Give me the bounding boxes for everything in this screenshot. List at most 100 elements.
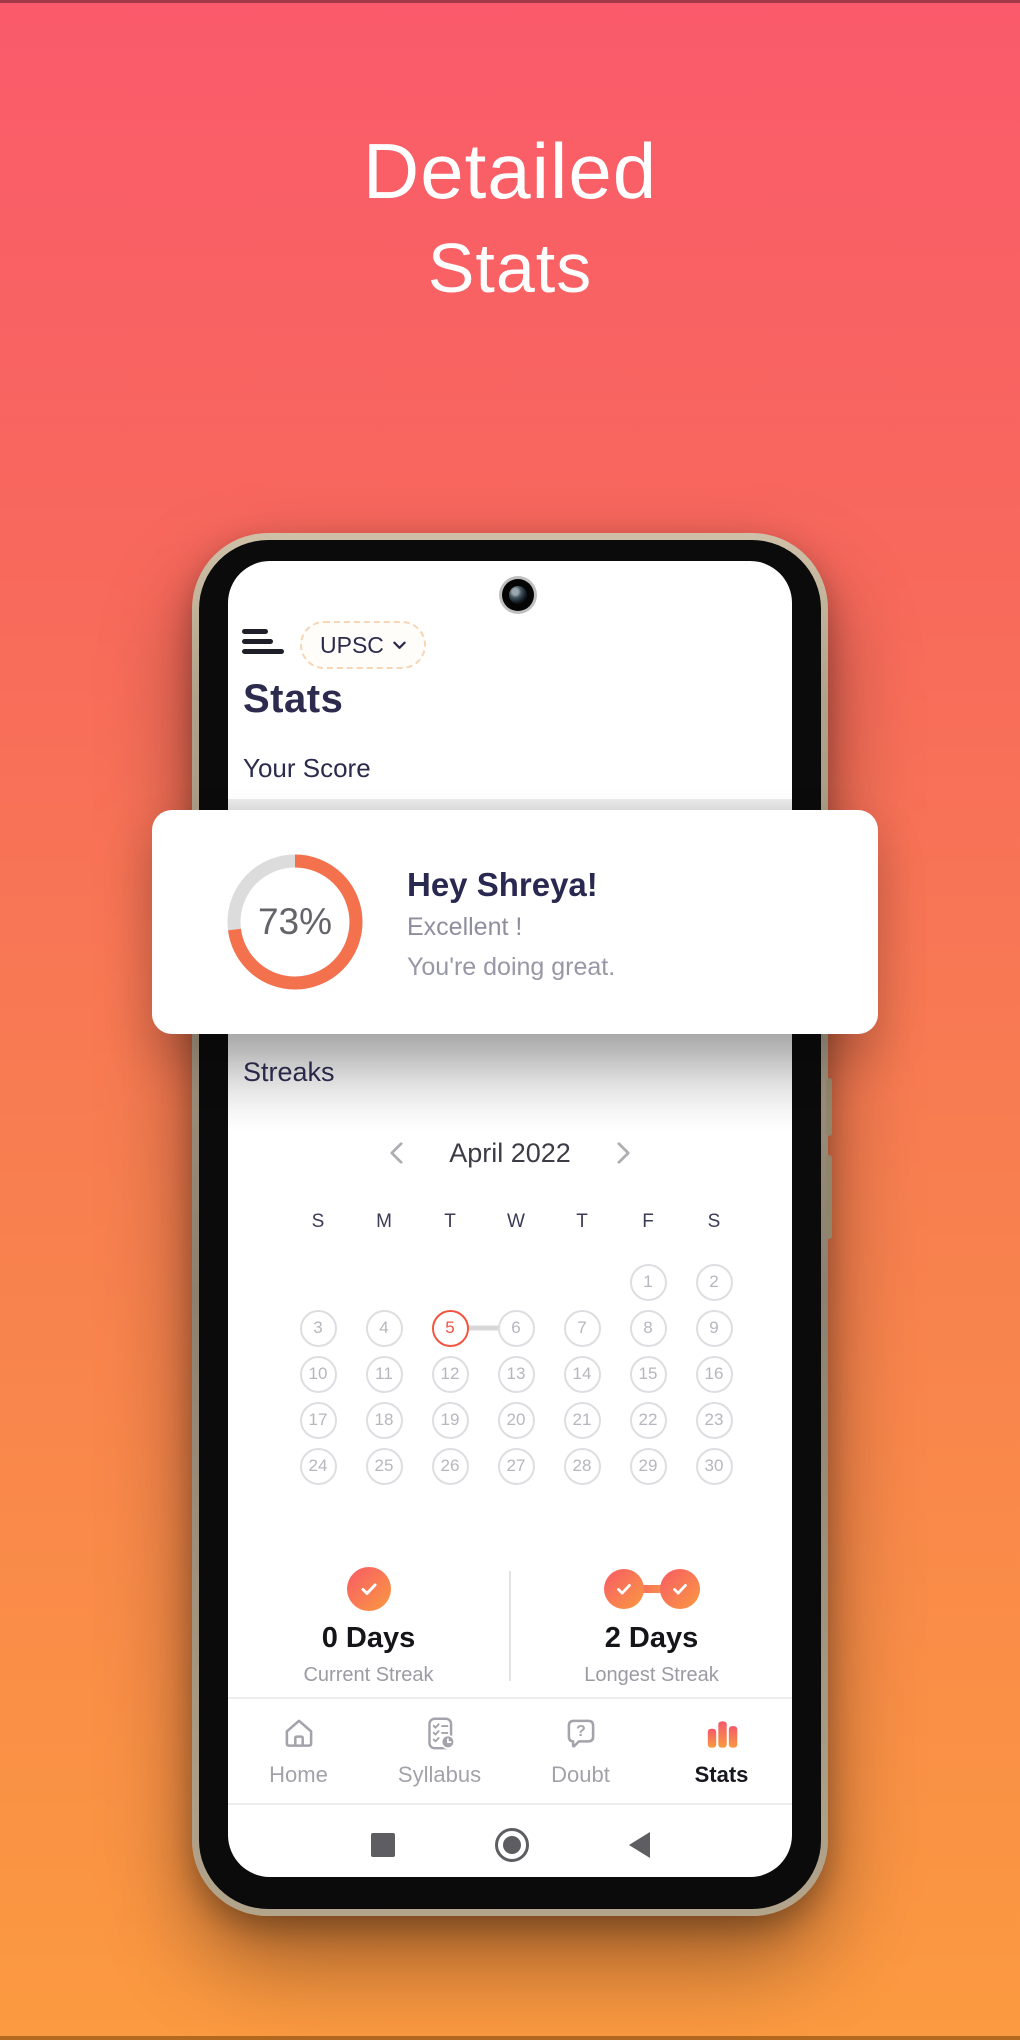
nav-item-syllabus[interactable]: Syllabus <box>369 1701 510 1801</box>
nav-top-divider <box>228 1697 792 1699</box>
nav-item-stats[interactable]: Stats <box>651 1701 792 1801</box>
calendar-day[interactable]: 8 <box>629 1309 667 1347</box>
calendar-day[interactable]: 11 <box>365 1355 403 1393</box>
calendar-day[interactable]: 24 <box>299 1447 337 1485</box>
nav-item-home[interactable]: Home <box>228 1701 369 1801</box>
calendar-day[interactable]: 16 <box>695 1355 733 1393</box>
calendar-day[interactable]: 7 <box>563 1309 601 1347</box>
front-camera <box>502 579 534 611</box>
nav-item-doubt[interactable]: ? Doubt <box>510 1701 651 1801</box>
home-icon <box>285 1719 312 1747</box>
bottom-navigation: Home Syllabus <box>228 1701 792 1801</box>
svg-text:?: ? <box>576 1723 586 1740</box>
back-button[interactable] <box>628 1832 650 1858</box>
calendar-day[interactable]: 3 <box>299 1309 337 1347</box>
calendar-cell: 23 <box>681 1397 747 1443</box>
weekday-header: W <box>507 1211 525 1232</box>
calendar-grid: 1 2 3 4 5 6 7 8 9 10 11 12 13 14 15 16 17 18 19 20 21 22 23 24 2… <box>285 1259 747 1489</box>
calendar-day[interactable]: 13 <box>497 1355 535 1393</box>
score-message-line1: Excellent ! <box>407 913 523 941</box>
calendar-day[interactable]: 9 <box>695 1309 733 1347</box>
calendar-cell: 25 <box>351 1443 417 1489</box>
calendar-cell: 28 <box>549 1443 615 1489</box>
next-month-icon[interactable] <box>607 1141 631 1165</box>
score-message-line2: You're doing great. <box>407 953 616 981</box>
streaks-section-heading: Streaks <box>243 1057 335 1087</box>
longest-streak-value: 2 Days <box>604 1622 699 1654</box>
streak-check-badge-icon <box>659 1568 700 1609</box>
calendar-day[interactable]: 21 <box>563 1401 601 1439</box>
calendar-day[interactable]: 12 <box>431 1355 469 1393</box>
score-progress-ring: 73% <box>224 851 366 993</box>
calendar-month-nav: April 2022 <box>228 1135 792 1171</box>
android-navigation-bar <box>228 1813 792 1877</box>
calendar-day[interactable]: 18 <box>365 1401 403 1439</box>
calendar-day[interactable]: 26 <box>431 1447 469 1485</box>
calendar-month-label: April 2022 <box>449 1137 571 1168</box>
bottom-edge-strip <box>0 2036 1020 2040</box>
greeting-text: Hey Shreya! <box>407 866 598 903</box>
calendar-cell <box>417 1259 483 1305</box>
calendar-cell: 17 <box>285 1397 351 1443</box>
calendar-day[interactable]: 14 <box>563 1355 601 1393</box>
calendar-day[interactable]: 5 <box>431 1309 469 1347</box>
calendar-day[interactable]: 25 <box>365 1447 403 1485</box>
score-percent: 73% <box>257 901 333 942</box>
calendar-day[interactable]: 10 <box>299 1355 337 1393</box>
calendar-day[interactable]: 28 <box>563 1447 601 1485</box>
doubt-icon: ? <box>567 1719 594 1748</box>
promo-title-line2: Stats <box>427 229 593 307</box>
recents-button[interactable] <box>370 1833 395 1857</box>
score-card: 73% Hey Shreya! Excellent ! You're doing… <box>152 810 878 1034</box>
calendar-day[interactable]: 20 <box>497 1401 535 1439</box>
calendar-day[interactable]: 19 <box>431 1401 469 1439</box>
calendar-cell: 30 <box>681 1443 747 1489</box>
course-selector-label: UPSC <box>320 631 384 658</box>
calendar-cell: 11 <box>351 1351 417 1397</box>
calendar-day[interactable]: 15 <box>629 1355 667 1393</box>
calendar-day[interactable]: 23 <box>695 1401 733 1439</box>
streak-connector-line <box>466 1325 500 1331</box>
calendar-day[interactable]: 22 <box>629 1401 667 1439</box>
calendar-cell: 16 <box>681 1351 747 1397</box>
calendar-day[interactable]: 1 <box>629 1263 667 1301</box>
weekday-header: S <box>707 1211 721 1232</box>
calendar-day[interactable]: 30 <box>695 1447 733 1485</box>
phone-mockup: UPSC Stats Your Score Streaks April 2022… <box>192 533 832 1916</box>
phone-screen: UPSC Stats Your Score Streaks April 2022… <box>228 561 792 1877</box>
calendar-cell: 3 <box>285 1305 351 1351</box>
calendar-cell: 10 <box>285 1351 351 1397</box>
camera-lens-icon <box>509 586 527 604</box>
calendar-day[interactable]: 27 <box>497 1447 535 1485</box>
calendar-cell: 19 <box>417 1397 483 1443</box>
volume-button <box>826 1078 832 1136</box>
phone-bezel: UPSC Stats Your Score Streaks April 2022… <box>199 540 821 1909</box>
calendar-cell <box>285 1259 351 1305</box>
streak-check-badge-icon <box>346 1566 391 1611</box>
calendar-cell: 5 <box>417 1305 500 1351</box>
calendar-cell: 7 <box>549 1305 615 1351</box>
android-home-button[interactable] <box>494 1828 529 1862</box>
calendar-cell: 29 <box>615 1443 681 1489</box>
calendar-day[interactable]: 29 <box>629 1447 667 1485</box>
calendar-cell: 6 <box>483 1305 549 1351</box>
streak-divider <box>509 1571 511 1681</box>
power-button <box>826 1155 832 1239</box>
calendar-cell: 15 <box>615 1351 681 1397</box>
calendar-day[interactable]: 6 <box>497 1309 535 1347</box>
score-section-heading: Your Score <box>243 753 371 783</box>
calendar-day[interactable]: 2 <box>695 1263 733 1301</box>
calendar-day[interactable]: 17 <box>299 1401 337 1439</box>
prev-month-icon[interactable] <box>389 1141 413 1165</box>
calendar-day[interactable]: 4 <box>365 1309 403 1347</box>
calendar-week-row: 24 25 26 27 28 29 30 <box>285 1443 747 1489</box>
weekday-header: M <box>376 1211 392 1232</box>
nav-label-doubt: Doubt <box>551 1762 610 1787</box>
menu-icon[interactable] <box>242 629 284 659</box>
nav-label-stats: Stats <box>694 1762 749 1787</box>
calendar-cell: 12 <box>417 1351 483 1397</box>
course-selector[interactable]: UPSC <box>300 621 426 669</box>
